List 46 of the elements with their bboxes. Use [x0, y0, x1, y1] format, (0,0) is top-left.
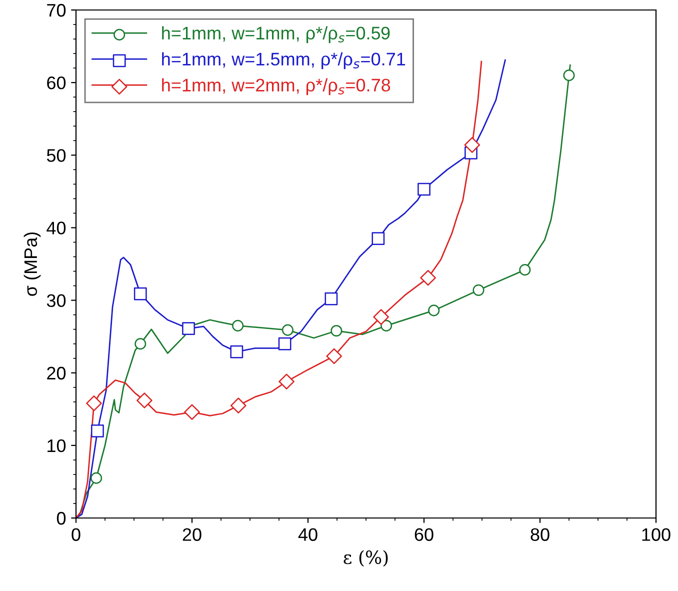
point [372, 232, 385, 246]
point [472, 284, 484, 296]
x-tick-label: 40 [298, 528, 318, 541]
point [373, 309, 389, 325]
x-tick-label: 100 [642, 528, 670, 541]
point [282, 324, 294, 336]
point [464, 137, 480, 153]
point [380, 320, 392, 332]
y-tick-label: 40 [46, 222, 66, 234]
point [428, 304, 440, 316]
point [420, 270, 436, 286]
point [326, 348, 342, 364]
y-tick-label: 10 [48, 439, 66, 452]
point [519, 264, 531, 276]
x-tick-label: 0 [72, 528, 80, 541]
point [324, 292, 338, 306]
point [182, 322, 195, 336]
x-axis-title: ε (%) [344, 550, 388, 567]
point [232, 320, 244, 332]
point [278, 337, 292, 350]
x-tick-label: 80 [530, 528, 550, 541]
x-tick-label: 20 [182, 528, 202, 541]
y-tick-label: 20 [47, 366, 66, 380]
point [91, 424, 104, 438]
point [278, 374, 294, 390]
point [418, 182, 430, 196]
legend-label: h=1mm, w=1.5mm, ρ*/ρ$_{s}$=0.71 [162, 52, 406, 70]
point [136, 392, 152, 408]
point [134, 338, 146, 350]
point [90, 472, 102, 484]
point [563, 70, 575, 82]
y-tick-label: 30 [46, 294, 66, 308]
point [330, 324, 342, 337]
y-tick-label: 50 [46, 149, 66, 162]
point [230, 398, 246, 414]
y-tick-label: 60 [47, 76, 66, 90]
y-axis-title: σ (MPa) [24, 232, 41, 296]
y-tick-label: 70 [47, 4, 66, 17]
point [134, 287, 147, 300]
point [86, 395, 102, 412]
legend-label: h=1mm, w=2mm, ρ*/ρ$_{s}$=0.78 [162, 78, 390, 96]
x-tick-label: 60 [414, 528, 434, 541]
legend-label: h=1mm, w=1mm, ρ*/ρ$_{s}$=0.59 [162, 26, 390, 44]
y-tick-label: 0 [56, 512, 66, 525]
point [230, 345, 244, 358]
point [184, 404, 200, 420]
